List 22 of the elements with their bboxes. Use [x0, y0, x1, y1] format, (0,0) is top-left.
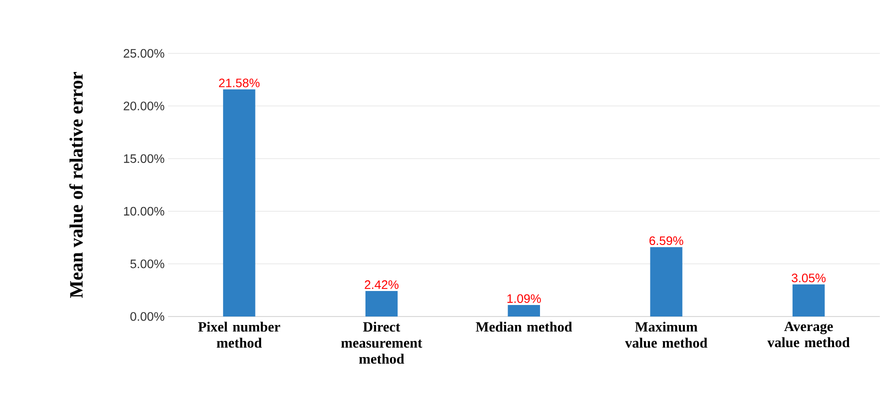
x-tick-label: Average value method: [767, 322, 850, 348]
y-tick-label: 0.00%: [130, 312, 164, 321]
y-tick-label: 20.00%: [124, 102, 164, 110]
bar: [223, 89, 256, 316]
data-label: 1.09%: [507, 294, 541, 303]
y-tick-label: 5.00%: [130, 260, 164, 268]
data-label: 3.05%: [792, 274, 826, 282]
x-tick-label: Pixel number method: [198, 322, 280, 348]
bar: [365, 291, 398, 316]
y-tick-label: 25.00%: [124, 49, 164, 58]
data-label: 2.42%: [364, 280, 398, 289]
y-tick-label: 15.00%: [124, 154, 164, 163]
x-tick-label: Direct measurement method: [341, 322, 422, 364]
bar: [650, 247, 682, 316]
data-label: 6.59%: [650, 236, 684, 246]
x-tick-label: Median method: [476, 322, 572, 332]
bar: [508, 305, 540, 316]
y-axis-title: Mean value of relative error: [69, 72, 83, 298]
y-tick-label: 10.00%: [124, 206, 164, 216]
data-label: 21.58%: [219, 78, 260, 88]
x-tick-label: Maximum value method: [625, 322, 708, 348]
bar: [792, 284, 825, 316]
